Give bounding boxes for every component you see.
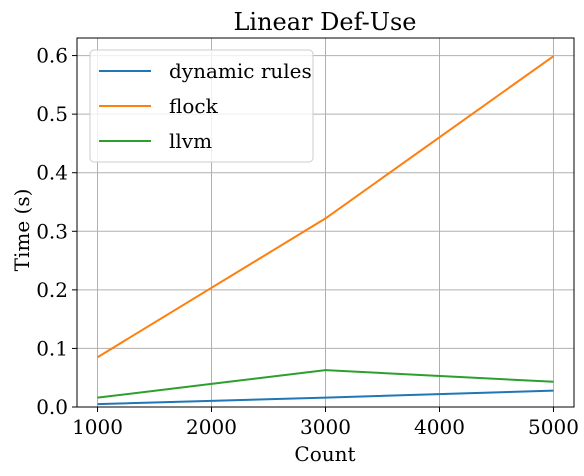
x-tick-label: 1000 (72, 415, 123, 439)
x-tick-label: 2000 (186, 415, 237, 439)
y-tick-label: 0.5 (36, 102, 68, 126)
x-tick-label: 3000 (300, 415, 351, 439)
y-tick-label: 0.1 (36, 336, 68, 360)
x-tick-label: 4000 (414, 415, 465, 439)
series-line-2 (97, 369, 554, 399)
legend: dynamic rules flock llvm (89, 49, 314, 163)
y-tick-label: 0.2 (36, 278, 68, 302)
series-line-0 (97, 389, 554, 406)
y-tick-label: 0.4 (36, 161, 68, 185)
series-line-1 (96, 55, 555, 359)
legend-label: dynamic rules (169, 59, 312, 83)
y-tick-label: 0.3 (36, 219, 68, 243)
x-tick-label: 5000 (528, 415, 579, 439)
y-axis-label: Time (s) (10, 189, 34, 272)
y-tick-label: 0.0 (36, 395, 68, 419)
plot-lines (96, 55, 555, 406)
y-tick-label: 0.6 (36, 44, 68, 68)
legend-label: llvm (169, 129, 212, 153)
legend-label: flock (169, 94, 219, 118)
chart-title: Linear Def-Use (233, 8, 416, 36)
legend-box (89, 49, 314, 163)
axis-ticks: 1000 2000 3000 4000 5000 0.0 0.1 0.2 0.3 0.4 0.5 0.… (36, 44, 579, 439)
x-axis-label: Count (294, 442, 355, 466)
